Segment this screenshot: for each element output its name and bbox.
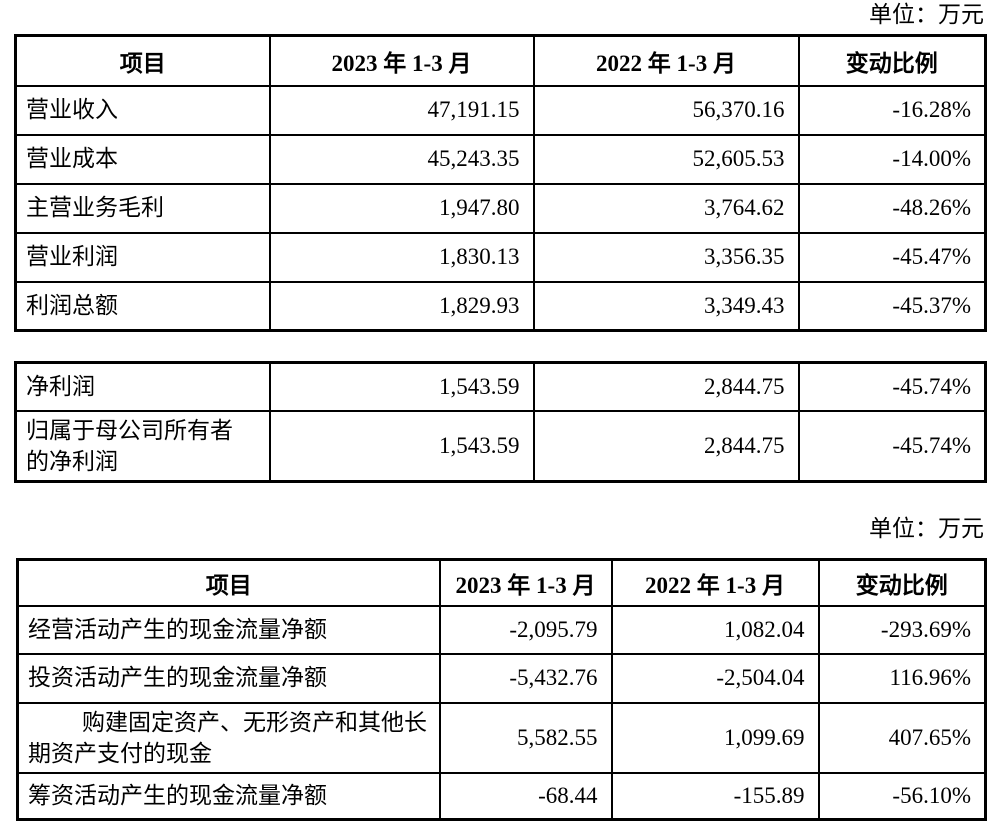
value-2023: 47,191.15 (268, 84, 535, 136)
row-label: 经营活动产生的现金流量净额 (16, 604, 441, 655)
value-change: -45.74% (797, 361, 987, 412)
row-label: 营业成本 (14, 133, 271, 185)
value-2023: 1,830.13 (268, 231, 535, 283)
value-2022: 3,764.62 (532, 182, 800, 234)
row-label: 主营业务毛利 (14, 182, 271, 234)
table-row: 营业收入 47,191.15 56,370.16 -16.28% (14, 84, 987, 136)
value-2022: -155.89 (610, 771, 820, 821)
table-row: 营业利润 1,830.13 3,356.35 -45.47% (14, 231, 987, 283)
row-label: 归属于母公司所有者 的净利润 (14, 409, 271, 483)
cash-flow-table: 项目 2023 年 1-3 月 2022 年 1-3 月 变动比例 经营活动产生… (16, 558, 987, 821)
value-change: -45.47% (797, 231, 987, 283)
value-2023: 1,947.80 (268, 182, 535, 234)
unit-label-bottom: 单位：万元 (869, 516, 984, 541)
value-2023: 45,243.35 (268, 133, 535, 185)
cashflow-header-2023: 2023 年 1-3 月 (438, 558, 613, 607)
net-profit-table: 净利润 1,543.59 2,844.75 -45.74% 归属于母公司所有者 … (14, 361, 987, 483)
cashflow-header-item: 项目 (16, 558, 441, 607)
value-2023: 1,543.59 (268, 409, 535, 483)
value-2022: 2,844.75 (532, 409, 800, 483)
table-row: 筹资活动产生的现金流量净额 -68.44 -155.89 -56.10% (16, 771, 987, 821)
cashflow-header-2022: 2022 年 1-3 月 (610, 558, 820, 607)
table-row: 投资活动产生的现金流量净额 -5,432.76 -2,504.04 116.96… (16, 652, 987, 704)
table-row: 利润总额 1,829.93 3,349.43 -45.37% (14, 280, 987, 332)
cashflow-header-row: 项目 2023 年 1-3 月 2022 年 1-3 月 变动比例 (16, 558, 987, 607)
value-2022: 1,099.69 (610, 701, 820, 774)
value-2022: 52,605.53 (532, 133, 800, 185)
value-2023: -2,095.79 (438, 604, 613, 655)
value-change: -45.74% (797, 409, 987, 483)
value-2023: 5,582.55 (438, 701, 613, 774)
value-2022: -2,504.04 (610, 652, 820, 704)
income-header-item: 项目 (14, 34, 271, 87)
value-2022: 56,370.16 (532, 84, 800, 136)
value-change: -14.00% (797, 133, 987, 185)
value-2023: 1,829.93 (268, 280, 535, 332)
table-row: 主营业务毛利 1,947.80 3,764.62 -48.26% (14, 182, 987, 234)
row-label: 营业收入 (14, 84, 271, 136)
row-label: 投资活动产生的现金流量净额 (16, 652, 441, 704)
table-row: 净利润 1,543.59 2,844.75 -45.74% (14, 361, 987, 412)
value-2022: 3,356.35 (532, 231, 800, 283)
income-header-2023: 2023 年 1-3 月 (268, 34, 535, 87)
table-row: 购建固定资产、无形资产和其他长 期资产支付的现金 5,582.55 1,099.… (16, 701, 987, 774)
value-change: -16.28% (797, 84, 987, 136)
row-label: 净利润 (14, 361, 271, 412)
row-label: 筹资活动产生的现金流量净额 (16, 771, 441, 821)
value-change: 407.65% (817, 701, 987, 774)
income-statement-table: 项目 2023 年 1-3 月 2022 年 1-3 月 变动比例 营业收入 4… (14, 34, 987, 332)
value-2023: -5,432.76 (438, 652, 613, 704)
income-header-row: 项目 2023 年 1-3 月 2022 年 1-3 月 变动比例 (14, 34, 987, 87)
value-2022: 3,349.43 (532, 280, 800, 332)
value-2023: -68.44 (438, 771, 613, 821)
value-2022: 2,844.75 (532, 361, 800, 412)
value-change: -293.69% (817, 604, 987, 655)
row-label: 营业利润 (14, 231, 271, 283)
value-change: -45.37% (797, 280, 987, 332)
table-row: 营业成本 45,243.35 52,605.53 -14.00% (14, 133, 987, 185)
value-change: -56.10% (817, 771, 987, 821)
value-change: 116.96% (817, 652, 987, 704)
income-header-change: 变动比例 (797, 34, 987, 87)
value-2023: 1,543.59 (268, 361, 535, 412)
unit-label-top: 单位：万元 (869, 2, 984, 27)
row-label: 购建固定资产、无形资产和其他长 期资产支付的现金 (16, 701, 441, 774)
table-row: 归属于母公司所有者 的净利润 1,543.59 2,844.75 -45.74% (14, 409, 987, 483)
cashflow-header-change: 变动比例 (817, 558, 987, 607)
row-label: 利润总额 (14, 280, 271, 332)
table-row: 经营活动产生的现金流量净额 -2,095.79 1,082.04 -293.69… (16, 604, 987, 655)
income-header-2022: 2022 年 1-3 月 (532, 34, 800, 87)
value-2022: 1,082.04 (610, 604, 820, 655)
value-change: -48.26% (797, 182, 987, 234)
